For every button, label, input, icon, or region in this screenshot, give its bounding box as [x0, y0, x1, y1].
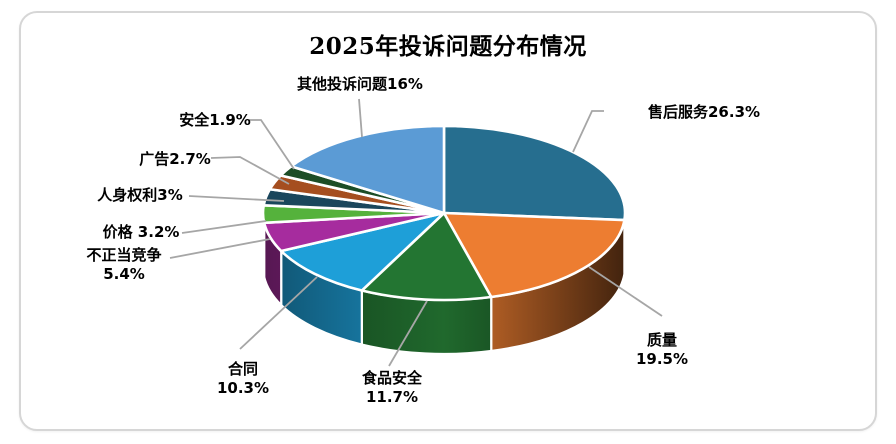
leader-line-3 [239, 276, 318, 350]
leader-line-7 [210, 156, 290, 185]
leader-line-9 [358, 98, 363, 138]
slice-label-price[interactable]: 价格 3.2% [102, 223, 180, 241]
slice-label-unfair-competition[interactable]: 不正当竞争 5.4% [86, 246, 162, 283]
slice-label-personal-rights[interactable]: 人身权利3% [97, 186, 183, 204]
leader-line-4 [169, 238, 271, 259]
slice-label-quality[interactable]: 质量 19.5% [635, 331, 689, 368]
slice-label-after-sales-service[interactable]: 售后服务26.3% [648, 103, 761, 121]
leader-line-6 [188, 195, 285, 202]
pie-slice-3[interactable] [279, 211, 446, 292]
leader-line-1 [588, 266, 663, 317]
slice-label-other-complaints[interactable]: 其他投诉问题16% [297, 75, 423, 93]
slice-label-food-safety[interactable]: 食品安全 11.7% [361, 369, 423, 406]
pie-slice-2[interactable] [360, 211, 493, 302]
leader-line-5 [181, 220, 267, 234]
leader-line-8 [249, 119, 295, 170]
pie-slice-0[interactable] [442, 124, 627, 222]
leader-line-2 [388, 300, 428, 367]
leader-line-0 [572, 110, 604, 153]
slice-label-safety[interactable]: 安全1.9% [179, 111, 251, 129]
chart-title[interactable]: 2025年投诉问题分布情况 [309, 33, 587, 60]
pie-slice-9[interactable] [289, 124, 446, 215]
slice-label-advertising[interactable]: 广告2.7% [139, 150, 211, 168]
pie-slice-1[interactable] [442, 211, 626, 299]
slice-label-contract[interactable]: 合同 10.3% [216, 360, 270, 397]
